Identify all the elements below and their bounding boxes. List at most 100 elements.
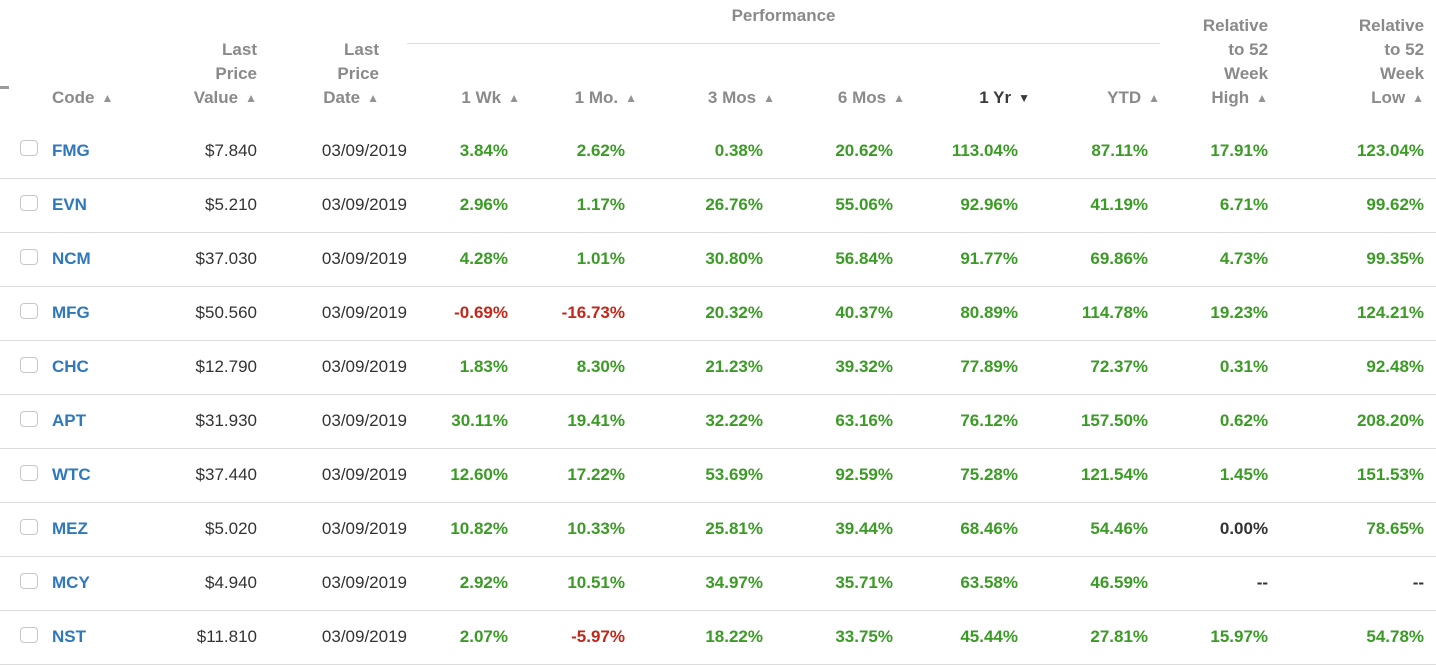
row-checkbox[interactable] — [20, 626, 38, 643]
row-checkbox[interactable] — [20, 518, 38, 535]
stock-code-link[interactable]: MEZ — [52, 519, 88, 538]
checkbox-cell — [0, 232, 48, 286]
col-header-1yr[interactable]: 1 Yr ▼ — [905, 43, 1030, 124]
stock-code-link[interactable]: FMG — [52, 140, 90, 160]
table-row: MCY $4.940 03/09/2019 2.92% 10.51% 34.97% 35.7… — [0, 556, 1436, 610]
table-row: WTC $37.440 03/09/2019 12.60% 17.22% 53.69% 92… — [0, 448, 1436, 502]
checkbox-cell — [0, 610, 48, 664]
stock-code-link[interactable]: NCM — [52, 249, 91, 268]
row-checkbox[interactable] — [20, 302, 38, 319]
row-checkbox[interactable] — [20, 572, 38, 589]
col-header-3mos[interactable]: 3 Mos ▲ — [637, 43, 775, 124]
table-row: NCM $37.030 03/09/2019 4.28% 1.01% 30.80% 56.8… — [0, 232, 1436, 286]
cell-perf-1wk: 3.84% — [459, 140, 508, 160]
cell-perf-ytd: 41.19% — [1090, 195, 1149, 214]
left-edge-mark — [0, 86, 9, 89]
cell-perf-3mos: 26.76% — [705, 195, 763, 214]
cell-rel-52wk-low: 151.53% — [1356, 465, 1425, 484]
cell-perf-3mos: 18.22% — [705, 627, 763, 646]
cell-last-price-date: 03/09/2019 — [321, 573, 407, 592]
cell-perf-1mo: -5.97% — [571, 627, 625, 646]
stock-code-link[interactable]: APT — [52, 411, 86, 430]
table-row: APT $31.930 03/09/2019 30.11% 19.41% 32.22% 63… — [0, 394, 1436, 448]
col-header-rel-52wk-high[interactable]: Relative to 52 Week High ▲ — [1160, 0, 1280, 124]
cell-last-price-value: $5.020 — [205, 519, 257, 538]
stock-code-link[interactable]: MCY — [52, 573, 90, 592]
row-checkbox[interactable] — [20, 140, 38, 157]
performance-group-label: Performance — [731, 6, 836, 25]
sort-desc-icon: ▼ — [1018, 91, 1030, 105]
cell-perf-3mos: 34.97% — [705, 573, 763, 592]
cell-code: MFG — [48, 286, 120, 340]
cell-perf-6mos: 56.84% — [835, 249, 893, 268]
cell-rel-52wk-high: 15.97% — [1210, 627, 1269, 646]
stock-code-link[interactable]: NST — [52, 627, 86, 646]
cell-last-price-date: 03/09/2019 — [321, 465, 407, 484]
cell-perf-1yr: 76.12% — [960, 411, 1018, 430]
col-header-ytd[interactable]: YTD ▲ — [1030, 43, 1160, 124]
cell-last-price-date: 03/09/2019 — [321, 140, 407, 160]
row-checkbox[interactable] — [20, 356, 38, 373]
cell-last-price-value: $7.840 — [205, 140, 257, 160]
table-row: MFG $50.560 03/09/2019 -0.69% -16.73% 20.32% 4… — [0, 286, 1436, 340]
col-header-last-price-date[interactable]: Last Price Date ▲ — [257, 0, 407, 124]
sort-asc-icon: ▲ — [625, 91, 637, 105]
stock-code-link[interactable]: CHC — [52, 357, 89, 376]
cell-rel-52wk-low: 78.65% — [1366, 519, 1425, 538]
cell-perf-3mos: 20.32% — [705, 303, 763, 322]
cell-rel-52wk-low: 92.48% — [1366, 357, 1425, 376]
row-checkbox[interactable] — [20, 410, 38, 427]
cell-rel-52wk-low: 99.62% — [1366, 195, 1425, 214]
row-checkbox[interactable] — [20, 194, 38, 211]
stock-code-link[interactable]: MFG — [52, 303, 90, 322]
cell-perf-1yr: 63.58% — [960, 573, 1018, 592]
cell-rel-52wk-high: 0.62% — [1219, 411, 1269, 430]
table-row: CHC $12.790 03/09/2019 1.83% 8.30% 21.23% 39.3… — [0, 340, 1436, 394]
cell-rel-52wk-high: 17.91% — [1210, 140, 1269, 160]
sort-asc-icon: ▲ — [1412, 91, 1425, 105]
cell-perf-1wk: 30.11% — [451, 411, 508, 430]
cell-perf-1yr: 113.04% — [951, 140, 1018, 160]
cell-perf-6mos: 92.59% — [835, 465, 893, 484]
col-header-6mos[interactable]: 6 Mos ▲ — [775, 43, 905, 124]
cell-perf-6mos: 20.62% — [835, 140, 893, 160]
cell-perf-6mos: 35.71% — [835, 573, 893, 592]
cell-perf-3mos: 53.69% — [705, 465, 763, 484]
row-checkbox[interactable] — [20, 248, 38, 265]
cell-perf-6mos: 63.16% — [835, 411, 893, 430]
cell-last-price-date: 03/09/2019 — [321, 249, 407, 268]
cell-perf-3mos: 0.38% — [714, 140, 763, 160]
checkbox-cell — [0, 502, 48, 556]
cell-perf-ytd: 157.50% — [1080, 411, 1149, 430]
cell-last-price-date: 03/09/2019 — [321, 303, 407, 322]
cell-perf-1mo: 17.22% — [567, 465, 625, 484]
sort-asc-icon: ▲ — [1256, 91, 1269, 105]
cell-code: CHC — [48, 340, 120, 394]
col-header-rel-52wk-low[interactable]: Relative to 52 Week Low ▲ — [1280, 0, 1436, 124]
col-header-code[interactable]: Code ▲ — [48, 0, 120, 124]
table-row: EVN $5.210 03/09/2019 2.96% 1.17% 26.76% 55.06… — [0, 178, 1436, 232]
stock-code-link[interactable]: EVN — [52, 195, 87, 214]
cell-perf-ytd: 54.46% — [1090, 519, 1149, 538]
cell-rel-52wk-high: 4.73% — [1219, 249, 1269, 268]
cell-code: NST — [48, 610, 120, 664]
cell-last-price-date: 03/09/2019 — [321, 357, 407, 376]
cell-code: EVN — [48, 178, 120, 232]
stock-code-link[interactable]: WTC — [52, 465, 91, 484]
col-header-1wk[interactable]: 1 Wk ▲ — [407, 43, 520, 124]
cell-perf-1wk: 1.83% — [459, 357, 508, 376]
col-header-last-price-value[interactable]: Last Price Value ▲ — [120, 0, 257, 124]
cell-last-price-date: 03/09/2019 — [321, 519, 407, 538]
cell-rel-52wk-low: 54.78% — [1366, 627, 1425, 646]
cell-rel-52wk-low: -- — [1412, 573, 1425, 592]
cell-last-price-value: $37.030 — [195, 249, 257, 268]
col-header-1mo[interactable]: 1 Mo. ▲ — [520, 43, 637, 124]
sort-asc-icon: ▲ — [101, 91, 114, 105]
row-checkbox[interactable] — [20, 464, 38, 481]
cell-rel-52wk-high: 19.23% — [1210, 303, 1269, 322]
cell-last-price-value: $37.440 — [195, 465, 257, 484]
cell-last-price-date: 03/09/2019 — [321, 195, 407, 214]
cell-last-price-date: 03/09/2019 — [321, 627, 407, 646]
sort-asc-icon: ▲ — [245, 91, 257, 105]
cell-code: MCY — [48, 556, 120, 610]
